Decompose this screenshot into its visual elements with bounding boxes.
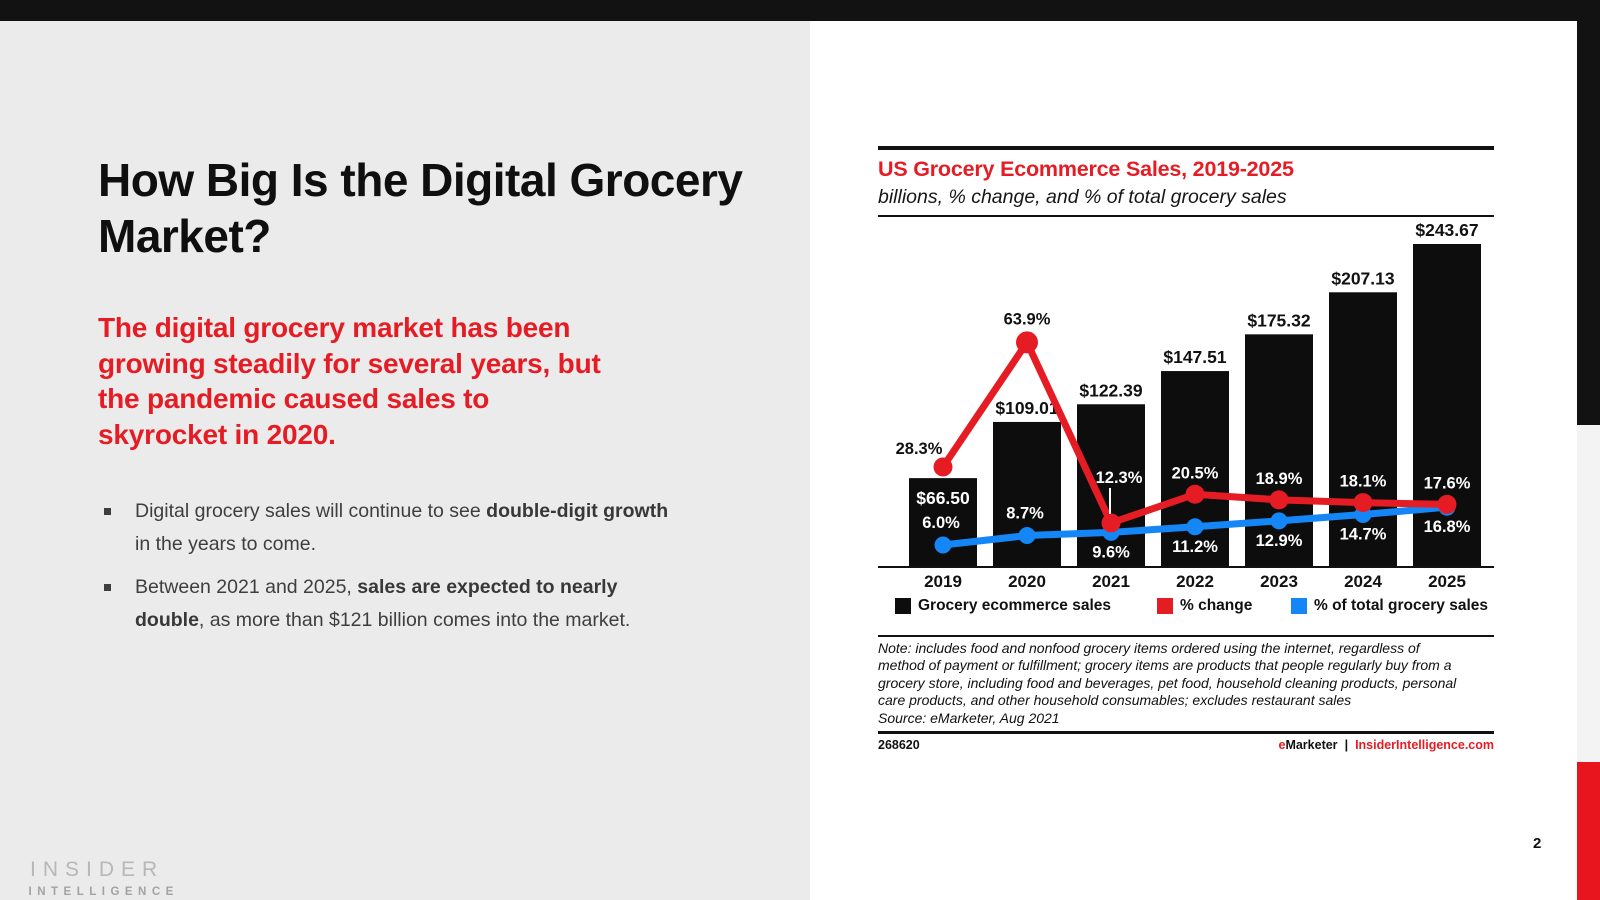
emarketer-rest: Marketer <box>1285 738 1338 752</box>
chart-note-text: Note: includes food and nonfood grocery … <box>878 640 1457 709</box>
svg-text:2023: 2023 <box>1260 572 1298 591</box>
svg-text:9.6%: 9.6% <box>1092 543 1130 561</box>
legend-item-bars: Grocery ecommerce sales <box>895 597 1111 615</box>
bullet-text: Between 2021 and 2025, sales are expecte… <box>135 576 631 631</box>
svg-text:18.9%: 18.9% <box>1256 470 1303 488</box>
chart-id: 268620 <box>878 738 920 752</box>
chart-subtitle: billions, % change, and % of total groce… <box>878 186 1287 208</box>
chart-title: US Grocery Ecommerce Sales, 2019-2025 <box>878 157 1294 181</box>
svg-text:18.1%: 18.1% <box>1340 473 1387 491</box>
chart-source: Source: eMarketer, Aug 2021 <box>878 709 1060 726</box>
svg-text:$66.50: $66.50 <box>916 488 970 508</box>
chart-legend: Grocery ecommerce sales % change % of to… <box>878 597 1494 617</box>
legend-item-pct-change: % change <box>1157 597 1252 615</box>
strip-gray-segment <box>1577 425 1600 762</box>
legend-swatch-pct-total-icon <box>1291 598 1307 614</box>
svg-text:2025: 2025 <box>1428 572 1466 591</box>
slide-lede: The digital grocery market has been growi… <box>98 312 601 450</box>
page-number: 2 <box>1533 835 1542 852</box>
svg-text:12.3%: 12.3% <box>1096 469 1143 487</box>
logo-line-insider: INSIDER <box>30 858 165 881</box>
svg-text:12.9%: 12.9% <box>1256 532 1303 550</box>
bullet-list: Digital grocery sales will continue to s… <box>102 495 702 647</box>
svg-text:16.8%: 16.8% <box>1424 518 1471 536</box>
svg-text:28.3%: 28.3% <box>896 440 943 458</box>
chart-header-rule <box>878 215 1494 217</box>
svg-text:20.5%: 20.5% <box>1172 464 1219 482</box>
bullet-marker-icon <box>104 508 111 515</box>
svg-text:$175.32: $175.32 <box>1247 310 1311 330</box>
left-panel: How Big Is the Digital Grocery Market? T… <box>0 21 810 900</box>
svg-text:63.9%: 63.9% <box>1004 310 1051 328</box>
brand-separator: | <box>1344 738 1349 752</box>
bullet-marker-icon <box>104 584 111 591</box>
svg-text:$243.67: $243.67 <box>1415 220 1478 240</box>
chart-note-rule <box>878 635 1494 637</box>
svg-text:17.6%: 17.6% <box>1424 474 1471 492</box>
svg-text:$109.01: $109.01 <box>995 398 1059 418</box>
svg-text:$122.39: $122.39 <box>1079 380 1143 400</box>
brand-links: eMarketer | InsiderIntelligence.com <box>1278 738 1494 752</box>
chart-panel: US Grocery Ecommerce Sales, 2019-2025 bi… <box>810 21 1577 900</box>
bullet-item: Between 2021 and 2025, sales are expecte… <box>102 571 702 637</box>
strip-red-segment <box>1577 762 1600 900</box>
svg-text:2019: 2019 <box>924 572 962 591</box>
logo-line-intelligence: INTELLIGENCE <box>28 886 179 898</box>
chart-top-rule <box>878 146 1494 150</box>
chart-footer: 268620 eMarketer | InsiderIntelligence.com <box>878 738 1494 752</box>
chart-canvas: $66.50 $109.01 $122.39 $147.51 $175.32 $207.1… <box>878 220 1494 591</box>
svg-text:6.0%: 6.0% <box>922 514 960 532</box>
emarketer-e: e <box>1278 738 1286 752</box>
right-edge-strip <box>1577 0 1600 900</box>
bullet-text: Digital grocery sales will continue to s… <box>135 500 669 555</box>
chart-footer-rule <box>878 731 1494 734</box>
insider-intelligence-link[interactable]: InsiderIntelligence.com <box>1355 738 1494 752</box>
svg-text:2022: 2022 <box>1176 572 1214 591</box>
legend-swatch-bars-icon <box>895 598 911 614</box>
top-bar <box>0 0 1600 21</box>
chart-note: Note: includes food and nonfood grocery … <box>878 640 1470 727</box>
insider-intelligence-logo: INSIDER INTELLIGENCE <box>23 858 179 898</box>
svg-text:$207.13: $207.13 <box>1331 268 1395 288</box>
bullet-item: Digital grocery sales will continue to s… <box>102 495 702 561</box>
svg-text:2020: 2020 <box>1008 572 1046 591</box>
svg-text:14.7%: 14.7% <box>1340 526 1387 544</box>
slide-title: How Big Is the Digital Grocery Market? <box>98 154 743 262</box>
svg-text:11.2%: 11.2% <box>1172 538 1218 556</box>
legend-label-pct-total: % of total grocery sales <box>1314 597 1489 614</box>
svg-text:$147.51: $147.51 <box>1163 347 1227 367</box>
svg-text:2024: 2024 <box>1344 572 1382 591</box>
svg-text:2021: 2021 <box>1092 572 1130 591</box>
legend-label-pct-change: % change <box>1180 597 1253 614</box>
legend-item-pct-total: % of total grocery sales <box>1291 597 1488 615</box>
chart-block: US Grocery Ecommerce Sales, 2019-2025 bi… <box>878 146 1494 786</box>
svg-text:8.7%: 8.7% <box>1006 505 1044 523</box>
strip-black-segment <box>1577 0 1600 425</box>
legend-label-bars: Grocery ecommerce sales <box>918 597 1112 614</box>
legend-swatch-pct-change-icon <box>1157 598 1173 614</box>
